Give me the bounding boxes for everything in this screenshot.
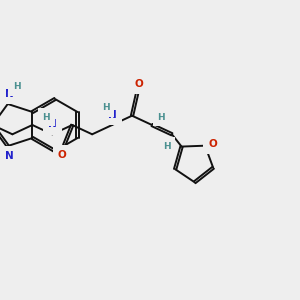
Text: N: N [48,119,57,129]
Text: N: N [5,151,14,161]
Text: H: H [163,142,171,151]
Text: H: H [102,103,110,112]
Text: O: O [209,139,218,149]
Text: H: H [157,112,165,122]
Text: N: N [5,89,14,99]
Text: N: N [108,110,116,120]
Text: O: O [58,150,67,160]
Text: O: O [135,79,143,89]
Text: H: H [43,113,50,122]
Text: H: H [13,82,21,91]
